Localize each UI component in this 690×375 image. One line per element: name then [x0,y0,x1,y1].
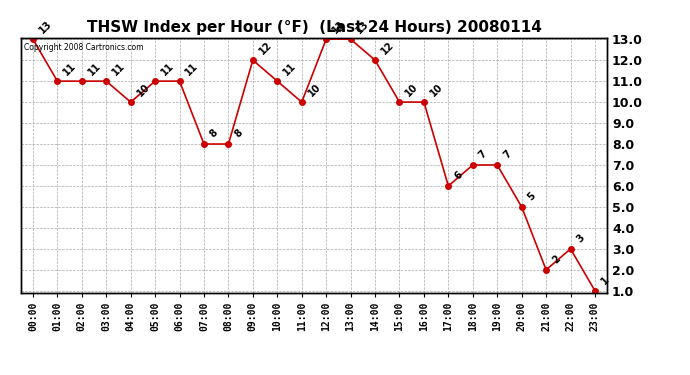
Text: 13: 13 [37,18,54,35]
Text: 10: 10 [404,81,420,98]
Text: 13: 13 [355,18,371,35]
Text: 11: 11 [86,60,103,77]
Text: 8: 8 [208,128,220,140]
Text: 11: 11 [184,60,200,77]
Text: 10: 10 [428,81,444,98]
Text: 7: 7 [477,149,489,161]
Text: 11: 11 [110,60,127,77]
Text: 12: 12 [380,39,396,56]
Text: Copyright 2008 Cartronics.com: Copyright 2008 Cartronics.com [23,43,143,52]
Title: THSW Index per Hour (°F)  (Last 24 Hours) 20080114: THSW Index per Hour (°F) (Last 24 Hours)… [86,20,542,35]
Text: 10: 10 [135,81,151,98]
Text: 7: 7 [502,149,513,161]
Text: 5: 5 [526,191,538,203]
Text: 8: 8 [233,128,244,140]
Text: 11: 11 [61,60,78,77]
Text: 13: 13 [331,18,347,35]
Text: 6: 6 [453,170,464,182]
Text: 2: 2 [550,254,562,266]
Text: 3: 3 [575,233,586,245]
Text: 10: 10 [306,81,322,98]
Text: 11: 11 [159,60,176,77]
Text: 12: 12 [257,39,274,56]
Text: 11: 11 [282,60,298,77]
Text: 1: 1 [599,275,611,286]
